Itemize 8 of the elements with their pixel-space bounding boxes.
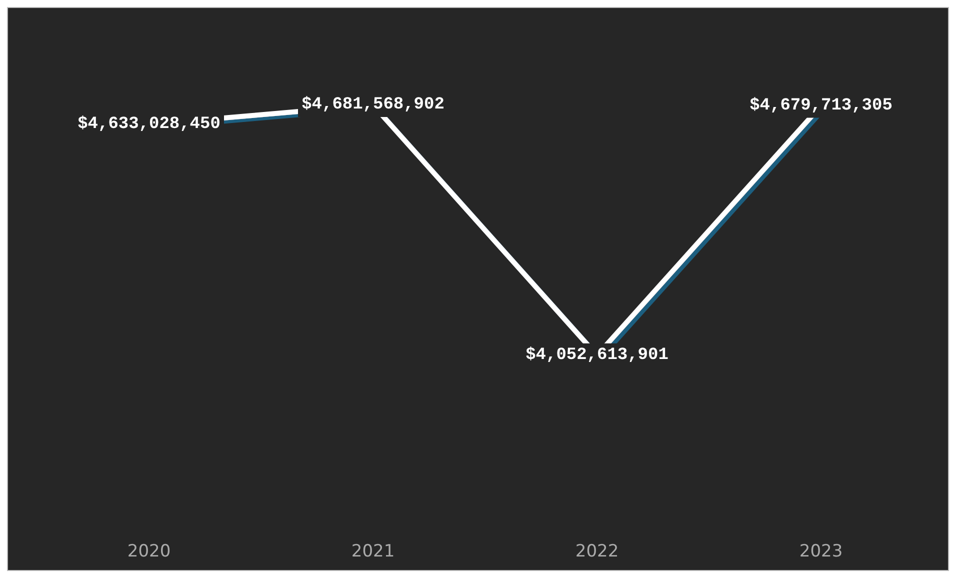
data-label: $4,681,568,902 [302,96,444,115]
x-tick-label: 2021 [351,542,395,562]
x-tick-label: 2023 [799,542,843,562]
data-label: $4,052,613,901 [526,346,668,365]
x-tick-label: 2022 [575,542,619,562]
data-label: $4,633,028,450 [78,114,220,134]
x-tick-label: 2020 [127,542,171,562]
data-label: $4,679,713,305 [750,96,892,116]
